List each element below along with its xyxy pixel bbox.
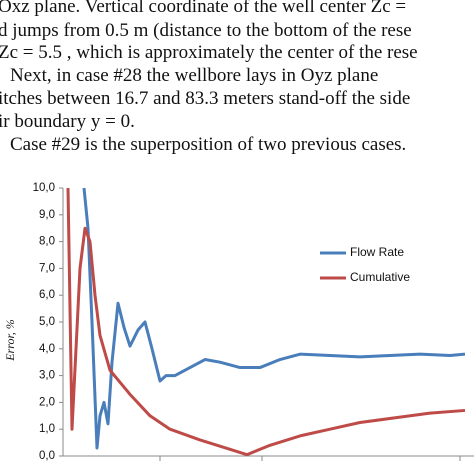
text-line: Next, in case #28 the wellbore lays in O…	[10, 65, 378, 86]
series-line	[66, 188, 466, 456]
y-tick-label: 5,0	[39, 316, 55, 328]
legend-label: Cumulative	[350, 270, 410, 284]
y-tick-label: 1,0	[39, 423, 55, 435]
series-line	[82, 188, 466, 450]
y-tick-label: 10,0	[33, 182, 55, 194]
text-line: d jumps from 0.5 m (distance to the bott…	[0, 20, 412, 41]
text-line: Case #29 is the superposition of two pre…	[10, 134, 406, 155]
legend-label: Flow Rate	[350, 245, 404, 259]
text-line: itches between 16.7 and 83.3 meters stan…	[0, 88, 410, 109]
y-tick-label: 7,0	[39, 262, 55, 274]
text-line: Oxz plane. Vertical coordinate of the we…	[0, 0, 406, 17]
y-tick-label: 0,0	[39, 450, 55, 462]
y-axis-label: Error, %	[3, 319, 17, 362]
y-tick-label: 9,0	[39, 209, 55, 221]
y-tick-label: 2,0	[39, 396, 55, 408]
y-tick-label: 3,0	[39, 370, 55, 382]
text-line: Zc = 5.5 , which is approximately the ce…	[0, 42, 418, 63]
text-line: ir boundary y = 0.	[0, 111, 135, 132]
y-tick-label: 8,0	[39, 236, 55, 248]
y-tick-label: 6,0	[39, 289, 55, 301]
y-tick-label: 4,0	[39, 343, 55, 355]
